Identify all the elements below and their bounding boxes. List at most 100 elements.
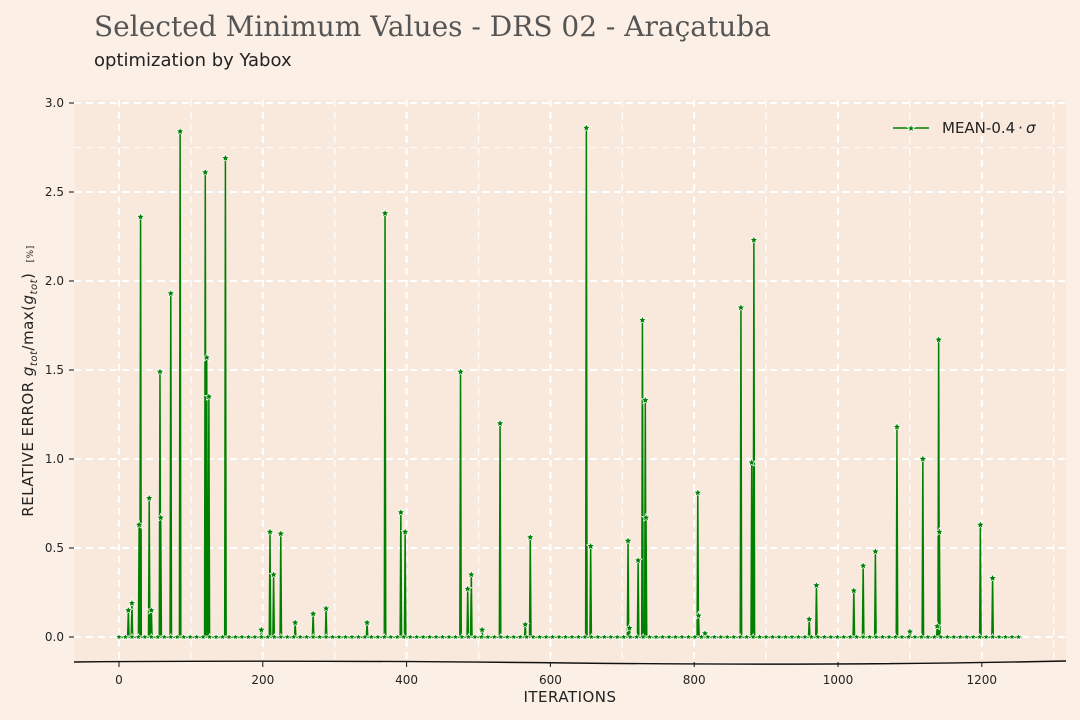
y-axis-label-g2: g xyxy=(19,294,37,304)
baseline-marker xyxy=(671,632,680,641)
peak-marker xyxy=(380,208,390,218)
baseline-marker xyxy=(878,632,887,641)
baseline-marker xyxy=(872,632,881,641)
baseline-marker xyxy=(652,632,661,641)
baseline-marker xyxy=(522,632,531,641)
baseline-marker xyxy=(645,632,654,641)
peak-marker xyxy=(637,315,648,325)
peak-marker xyxy=(633,555,643,565)
peak-marker xyxy=(144,493,155,503)
baseline-marker xyxy=(729,632,738,641)
baseline-marker xyxy=(859,632,868,641)
peak-marker xyxy=(623,535,633,546)
baseline-marker xyxy=(451,632,460,641)
y-axis-label-end: ) xyxy=(19,273,37,279)
baseline-marker xyxy=(910,632,919,641)
baseline-marker xyxy=(755,632,764,641)
baseline-marker xyxy=(432,632,441,641)
baseline-marker xyxy=(813,632,822,641)
baseline-marker xyxy=(917,632,926,641)
baseline-marker xyxy=(516,632,525,641)
baseline-marker xyxy=(723,632,732,641)
baseline-marker xyxy=(788,632,796,641)
baseline-marker xyxy=(322,632,331,641)
baseline-marker xyxy=(483,632,492,641)
peak-marker xyxy=(268,569,279,579)
baseline-marker xyxy=(716,632,725,641)
peak-marker xyxy=(455,366,466,376)
peak-marker xyxy=(858,560,869,570)
baseline-marker xyxy=(736,632,745,641)
peak-marker xyxy=(987,573,998,583)
baseline-marker xyxy=(212,632,221,641)
peak-marker xyxy=(175,126,185,136)
baseline-marker xyxy=(160,632,169,641)
baseline-marker xyxy=(775,632,784,641)
baseline-marker xyxy=(794,632,803,641)
baseline-marker xyxy=(995,632,1004,641)
baseline-marker xyxy=(270,632,279,641)
baseline-marker xyxy=(263,632,272,641)
peak-marker xyxy=(400,526,411,537)
x-axis-line xyxy=(73,660,1067,665)
peak-marker xyxy=(905,626,915,636)
markers-group xyxy=(115,122,1023,641)
y-tick-label: 1.5 xyxy=(45,363,64,377)
peak-marker xyxy=(146,605,157,615)
baseline-marker xyxy=(684,632,693,641)
y-axis-label-g1: g xyxy=(19,366,37,376)
y-axis-label: RELATIVE ERROR gtot/max(gtot) [%] xyxy=(19,245,40,516)
peak-marker xyxy=(477,624,487,635)
y-ticks: 0.0 0.5 1.0 1.5 2.0 2.5 3.0 xyxy=(45,96,74,644)
baseline-marker xyxy=(406,632,415,641)
baseline-marker xyxy=(833,632,842,641)
peak-marker xyxy=(736,302,746,312)
y-tick-label: 0.5 xyxy=(45,541,64,555)
baseline-marker xyxy=(373,632,382,641)
baseline-marker xyxy=(199,632,208,641)
baseline-marker xyxy=(380,632,389,641)
y-tick-label: 0.0 xyxy=(45,630,64,644)
baseline-marker xyxy=(354,632,363,641)
baseline-marker xyxy=(464,632,473,641)
baseline-marker xyxy=(425,632,434,641)
baseline-marker xyxy=(367,632,376,641)
x-tick-label: 400 xyxy=(395,673,418,687)
baseline-marker xyxy=(386,632,395,641)
baseline-marker xyxy=(820,632,829,641)
baseline-marker xyxy=(360,632,369,641)
x-tick-label: 1000 xyxy=(823,673,854,687)
baseline-marker xyxy=(975,632,984,641)
peak-marker xyxy=(134,519,144,529)
baseline-marker xyxy=(807,632,816,641)
plot-area xyxy=(74,100,1066,662)
peak-marker xyxy=(466,569,477,579)
peak-marker xyxy=(933,334,944,344)
baseline-marker xyxy=(710,632,719,641)
peak-marker xyxy=(520,619,531,629)
x-axis-label: ITERATIONS xyxy=(523,688,616,706)
peak-marker xyxy=(585,541,596,551)
baseline-marker xyxy=(885,632,894,641)
peak-marker xyxy=(200,167,211,177)
baseline-marker xyxy=(231,632,240,641)
peak-marker xyxy=(135,211,146,222)
baseline-marker xyxy=(742,632,751,641)
baseline-marker xyxy=(969,632,978,641)
peak-marker xyxy=(362,617,372,627)
baseline-marker xyxy=(768,632,777,641)
peak-marker xyxy=(934,526,945,537)
baseline-marker xyxy=(658,632,667,641)
peak-marker xyxy=(265,526,275,537)
baseline-marker xyxy=(503,632,512,641)
baseline-marker xyxy=(677,632,686,641)
x-tick-label: 200 xyxy=(251,673,274,687)
chart-subtitle: optimization by Yabox xyxy=(94,50,292,71)
baseline-marker xyxy=(153,632,162,641)
baseline-marker xyxy=(445,632,453,641)
chart-title: Selected Minimum Values - DRS 02 - Araça… xyxy=(94,10,771,43)
baseline-marker xyxy=(555,632,564,641)
baseline-marker xyxy=(457,632,466,641)
peak-marker xyxy=(127,598,137,608)
